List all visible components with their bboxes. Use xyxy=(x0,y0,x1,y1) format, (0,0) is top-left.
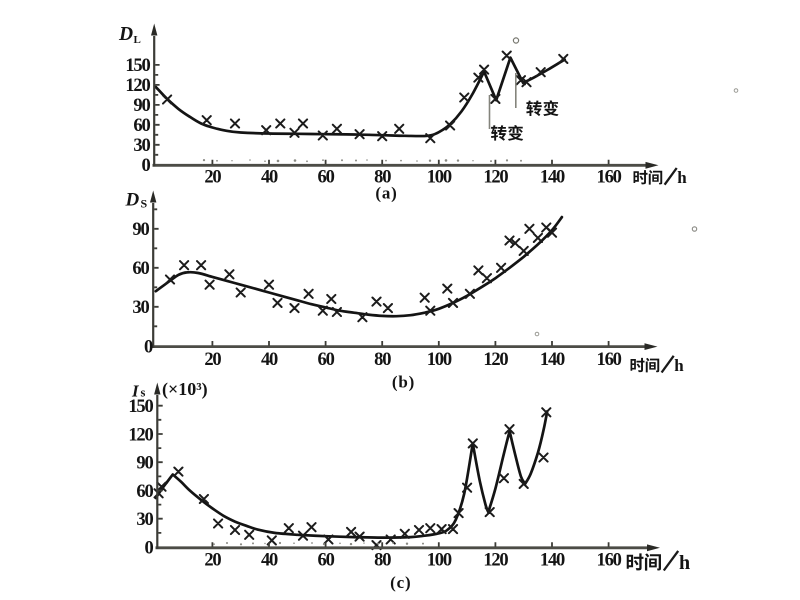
svg-text:80: 80 xyxy=(374,551,391,571)
svg-text:90: 90 xyxy=(132,220,149,240)
svg-text:40: 40 xyxy=(261,167,278,187)
svg-text:140: 140 xyxy=(540,551,565,571)
svg-text:80: 80 xyxy=(374,167,391,187)
svg-text:20: 20 xyxy=(204,167,221,187)
svg-text:140: 140 xyxy=(540,350,565,370)
svg-text:20: 20 xyxy=(204,350,221,370)
svg-text:D: D xyxy=(125,190,140,211)
svg-text:20: 20 xyxy=(204,551,221,571)
svg-text:0: 0 xyxy=(141,156,150,176)
svg-text:D: D xyxy=(118,24,133,45)
svg-text:140: 140 xyxy=(540,167,565,187)
svg-text:120: 120 xyxy=(483,350,508,370)
svg-text:120: 120 xyxy=(483,167,508,187)
svg-text:120: 120 xyxy=(483,551,508,571)
svg-text:60: 60 xyxy=(133,116,150,136)
svg-text:(c): (c) xyxy=(390,573,411,592)
svg-text:(b): (b) xyxy=(392,373,415,392)
svg-text:30: 30 xyxy=(133,136,150,156)
svg-text:40: 40 xyxy=(261,350,278,370)
svg-text:30: 30 xyxy=(136,510,153,530)
svg-text:160: 160 xyxy=(597,167,622,187)
svg-text:100: 100 xyxy=(427,350,452,370)
svg-text:30: 30 xyxy=(132,298,149,318)
svg-text:(×10³): (×10³) xyxy=(162,379,208,400)
svg-text:120: 120 xyxy=(128,425,153,445)
svg-text:I: I xyxy=(131,382,140,401)
svg-text:60: 60 xyxy=(132,259,149,279)
svg-text:s: s xyxy=(141,386,146,400)
svg-text:60: 60 xyxy=(318,551,335,571)
svg-text:90: 90 xyxy=(133,96,150,116)
svg-text:40: 40 xyxy=(261,551,278,571)
svg-text:150: 150 xyxy=(128,397,153,417)
svg-text:L: L xyxy=(134,34,141,46)
svg-text:60: 60 xyxy=(318,350,335,370)
svg-text:100: 100 xyxy=(427,167,452,187)
svg-text:150: 150 xyxy=(125,56,150,76)
svg-text:h: h xyxy=(674,356,684,375)
svg-text:100: 100 xyxy=(427,551,452,571)
svg-text:80: 80 xyxy=(374,350,391,370)
svg-text:90: 90 xyxy=(136,454,153,474)
svg-text:h: h xyxy=(679,552,690,574)
svg-text:(a): (a) xyxy=(375,184,397,203)
svg-text:160: 160 xyxy=(597,551,622,571)
svg-text:60: 60 xyxy=(136,482,153,502)
svg-text:h: h xyxy=(677,168,687,187)
svg-text:0: 0 xyxy=(144,538,153,558)
svg-text:0: 0 xyxy=(144,338,153,358)
svg-text:160: 160 xyxy=(597,350,622,370)
svg-text:60: 60 xyxy=(318,167,335,187)
svg-text:120: 120 xyxy=(125,76,150,96)
svg-text:S: S xyxy=(141,197,148,211)
